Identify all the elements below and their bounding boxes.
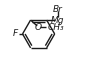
Text: Mg: Mg <box>51 16 65 25</box>
Text: CH₃: CH₃ <box>48 23 65 32</box>
Text: Br: Br <box>53 5 63 14</box>
Text: F: F <box>12 29 17 38</box>
Text: O: O <box>35 23 42 32</box>
